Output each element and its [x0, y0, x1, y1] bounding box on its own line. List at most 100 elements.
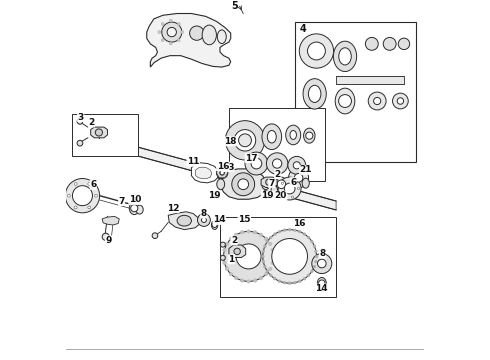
Circle shape: [190, 26, 204, 40]
Circle shape: [303, 233, 306, 235]
Circle shape: [311, 240, 314, 243]
Circle shape: [271, 261, 274, 265]
Circle shape: [303, 277, 306, 280]
Text: 1: 1: [228, 255, 235, 264]
Circle shape: [297, 188, 300, 190]
Circle shape: [383, 37, 396, 50]
Circle shape: [161, 39, 164, 42]
Circle shape: [222, 261, 226, 265]
Circle shape: [264, 265, 267, 268]
Ellipse shape: [177, 215, 192, 226]
Circle shape: [373, 98, 381, 105]
Circle shape: [88, 183, 91, 185]
Circle shape: [289, 168, 309, 188]
Ellipse shape: [136, 205, 143, 214]
Text: 11: 11: [187, 157, 199, 166]
Polygon shape: [217, 168, 228, 178]
Circle shape: [158, 31, 161, 33]
Circle shape: [162, 22, 182, 42]
Circle shape: [220, 255, 225, 260]
Polygon shape: [192, 163, 218, 183]
Polygon shape: [229, 245, 245, 257]
Circle shape: [247, 230, 250, 233]
Circle shape: [278, 230, 281, 233]
Circle shape: [311, 270, 314, 273]
Circle shape: [281, 193, 284, 195]
Circle shape: [269, 267, 272, 271]
Circle shape: [73, 186, 93, 206]
Polygon shape: [261, 177, 277, 188]
Polygon shape: [147, 13, 231, 67]
Circle shape: [339, 95, 351, 107]
Text: 5: 5: [232, 1, 238, 11]
Circle shape: [77, 140, 83, 146]
Circle shape: [212, 222, 217, 228]
Ellipse shape: [211, 221, 218, 229]
Circle shape: [222, 255, 225, 258]
Text: 16: 16: [294, 219, 306, 228]
Circle shape: [298, 230, 301, 233]
Polygon shape: [74, 130, 336, 210]
Circle shape: [74, 183, 77, 185]
Circle shape: [245, 152, 268, 175]
Circle shape: [288, 282, 291, 285]
Ellipse shape: [262, 124, 282, 150]
Circle shape: [307, 274, 310, 277]
Circle shape: [283, 281, 286, 284]
Circle shape: [270, 236, 272, 239]
Circle shape: [266, 179, 272, 185]
Circle shape: [277, 180, 286, 189]
Ellipse shape: [271, 186, 277, 194]
Circle shape: [278, 280, 281, 283]
Circle shape: [269, 242, 272, 246]
Text: 9: 9: [105, 236, 112, 245]
Circle shape: [264, 245, 267, 248]
Text: 4: 4: [300, 24, 306, 34]
Circle shape: [88, 206, 91, 209]
Circle shape: [239, 134, 251, 147]
Text: 16: 16: [217, 162, 229, 171]
Ellipse shape: [217, 179, 224, 190]
Ellipse shape: [302, 178, 309, 188]
Circle shape: [161, 23, 164, 26]
Text: 21: 21: [299, 166, 312, 175]
Circle shape: [308, 42, 325, 60]
Circle shape: [368, 92, 386, 110]
Circle shape: [318, 259, 326, 268]
Circle shape: [299, 34, 334, 68]
Circle shape: [240, 279, 244, 282]
Circle shape: [265, 272, 268, 276]
Circle shape: [262, 255, 264, 258]
Ellipse shape: [262, 179, 270, 190]
Circle shape: [247, 280, 250, 283]
Circle shape: [266, 270, 269, 273]
Circle shape: [223, 231, 273, 282]
Circle shape: [68, 194, 71, 197]
Ellipse shape: [333, 41, 357, 72]
Polygon shape: [72, 113, 138, 156]
Circle shape: [298, 280, 301, 283]
Circle shape: [169, 19, 172, 22]
Text: 19: 19: [208, 191, 221, 200]
Circle shape: [253, 279, 257, 282]
Ellipse shape: [308, 85, 321, 103]
Circle shape: [131, 204, 138, 212]
Circle shape: [265, 237, 268, 240]
Circle shape: [102, 233, 109, 240]
Circle shape: [225, 242, 229, 246]
Circle shape: [220, 171, 224, 175]
Circle shape: [65, 179, 99, 213]
Circle shape: [74, 206, 77, 209]
Circle shape: [318, 280, 325, 287]
Circle shape: [398, 38, 410, 50]
Text: 6: 6: [90, 180, 97, 189]
Circle shape: [240, 230, 244, 234]
Text: 6: 6: [290, 177, 296, 186]
Text: 20: 20: [274, 191, 287, 200]
Text: 3: 3: [77, 113, 84, 122]
Text: 8: 8: [201, 209, 207, 218]
Ellipse shape: [318, 278, 326, 289]
Circle shape: [262, 250, 265, 253]
Circle shape: [283, 229, 286, 231]
Circle shape: [397, 98, 404, 104]
